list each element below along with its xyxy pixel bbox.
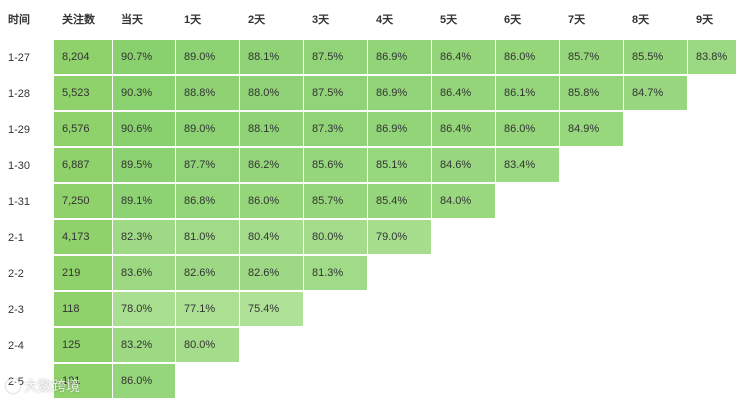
- retention-cell: 86.0%: [496, 40, 560, 75]
- row-date: 2-4: [8, 340, 24, 352]
- retention-cell: 88.0%: [240, 76, 304, 111]
- retention-cell: 84.6%: [432, 148, 496, 183]
- column-header-1[interactable]: 关注数: [62, 14, 95, 26]
- retention-cell: 83.2%: [113, 328, 176, 363]
- retention-cell: 85.1%: [368, 148, 432, 183]
- retention-cell: 87.7%: [176, 148, 240, 183]
- followers-cell: 7,250: [54, 184, 113, 219]
- retention-cell: 90.6%: [113, 112, 176, 147]
- retention-cell: 85.7%: [560, 40, 624, 75]
- retention-cell: 82.3%: [113, 220, 176, 255]
- retention-cell: 90.7%: [113, 40, 176, 75]
- retention-cell: 89.5%: [113, 148, 176, 183]
- retention-cell: 78.0%: [113, 292, 176, 327]
- retention-cell: 84.7%: [624, 76, 688, 111]
- followers-cell: 4,173: [54, 220, 113, 255]
- retention-cell: 84.9%: [560, 112, 624, 147]
- retention-cell: 85.5%: [624, 40, 688, 75]
- retention-cell: 82.6%: [176, 256, 240, 291]
- followers-cell: 8,204: [54, 40, 113, 75]
- retention-cell: 81.3%: [304, 256, 368, 291]
- retention-cell: 77.1%: [176, 292, 240, 327]
- retention-cell: 89.0%: [176, 40, 240, 75]
- row-date: 1-29: [8, 124, 31, 136]
- retention-cell: 84.0%: [432, 184, 496, 219]
- retention-cell: 90.3%: [113, 76, 176, 111]
- column-header-10[interactable]: 8天: [632, 14, 650, 26]
- followers-cell: 6,576: [54, 112, 113, 147]
- retention-cell: 80.4%: [240, 220, 304, 255]
- retention-cell: 86.9%: [368, 112, 432, 147]
- column-header-0[interactable]: 时间: [8, 14, 30, 26]
- watermark: 大数跨境: [6, 376, 80, 396]
- followers-cell: 101: [54, 364, 113, 399]
- retention-cell: 82.6%: [240, 256, 304, 291]
- retention-cell: 83.6%: [113, 256, 176, 291]
- retention-cell: 83.8%: [688, 40, 737, 75]
- retention-cell: 86.4%: [432, 76, 496, 111]
- retention-cell: 86.2%: [240, 148, 304, 183]
- retention-cell: 83.4%: [496, 148, 560, 183]
- retention-cell: 86.0%: [240, 184, 304, 219]
- row-date: 2-2: [8, 268, 24, 280]
- row-date: 2-3: [8, 304, 24, 316]
- watermark-text: 大数跨境: [24, 378, 80, 394]
- row-date: 1-30: [8, 160, 31, 172]
- retention-cell: 85.8%: [560, 76, 624, 111]
- retention-cell: 80.0%: [304, 220, 368, 255]
- column-header-5[interactable]: 3天: [312, 14, 330, 26]
- retention-cell: 80.0%: [176, 328, 240, 363]
- retention-cell: 86.8%: [176, 184, 240, 219]
- retention-cell: 86.1%: [496, 76, 560, 111]
- row-date: 1-31: [8, 196, 31, 208]
- retention-cell: 75.4%: [240, 292, 304, 327]
- followers-cell: 118: [54, 292, 113, 327]
- retention-cell: 87.5%: [304, 40, 368, 75]
- retention-cell: 85.7%: [304, 184, 368, 219]
- retention-cell: 87.3%: [304, 112, 368, 147]
- column-header-11[interactable]: 9天: [696, 14, 714, 26]
- column-header-7[interactable]: 5天: [440, 14, 458, 26]
- retention-cell: 86.4%: [432, 40, 496, 75]
- retention-cell: 88.1%: [240, 40, 304, 75]
- followers-cell: 219: [54, 256, 113, 291]
- retention-cell: 86.9%: [368, 76, 432, 111]
- brand-logo-icon: [6, 379, 20, 393]
- row-date: 1-28: [8, 88, 31, 100]
- column-header-6[interactable]: 4天: [376, 14, 394, 26]
- column-header-2[interactable]: 当天: [121, 14, 143, 26]
- row-date: 2-1: [8, 232, 24, 244]
- retention-cell: 86.4%: [432, 112, 496, 147]
- followers-cell: 6,887: [54, 148, 113, 183]
- retention-cell: 89.0%: [176, 112, 240, 147]
- retention-cell: 81.0%: [176, 220, 240, 255]
- retention-cell: 88.1%: [240, 112, 304, 147]
- column-header-4[interactable]: 2天: [248, 14, 266, 26]
- retention-cell: 85.6%: [304, 148, 368, 183]
- retention-cell: 86.0%: [113, 364, 176, 399]
- retention-cell: 85.4%: [368, 184, 432, 219]
- retention-cell: 89.1%: [113, 184, 176, 219]
- retention-cell: 86.0%: [496, 112, 560, 147]
- row-date: 1-27: [8, 52, 31, 64]
- retention-cell: 79.0%: [368, 220, 432, 255]
- followers-cell: 125: [54, 328, 113, 363]
- retention-cell: 88.8%: [176, 76, 240, 111]
- retention-cell: 86.9%: [368, 40, 432, 75]
- retention-cell: 87.5%: [304, 76, 368, 111]
- column-header-8[interactable]: 6天: [504, 14, 522, 26]
- column-header-3[interactable]: 1天: [184, 14, 202, 26]
- column-header-9[interactable]: 7天: [568, 14, 586, 26]
- followers-cell: 5,523: [54, 76, 113, 111]
